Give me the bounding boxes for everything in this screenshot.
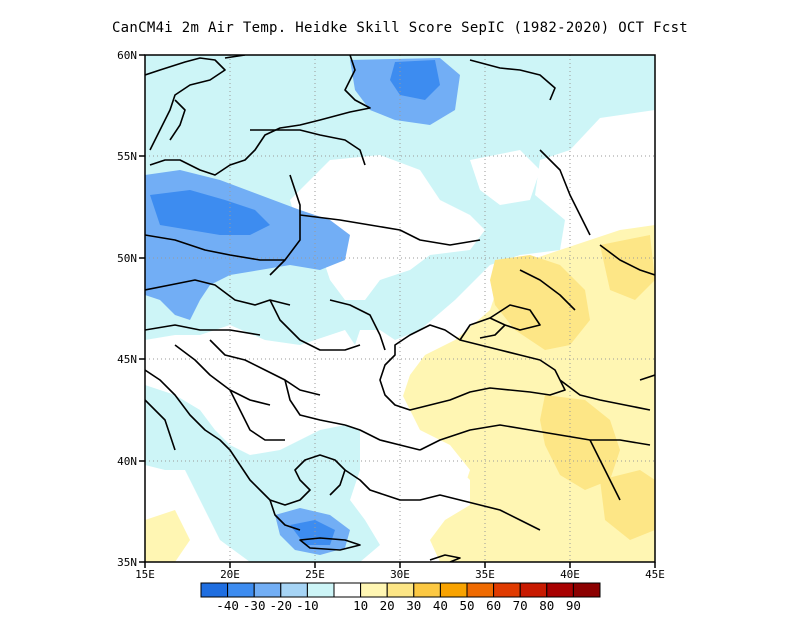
y-axis-labels: 60N 55N 50N 45N 40N 35N — [117, 49, 137, 569]
colorbar-label: 30 — [406, 598, 421, 613]
colorbar-swatch — [519, 582, 548, 598]
field-yellow-caucasus — [540, 395, 620, 490]
field-white-balkans — [170, 340, 365, 430]
y-tick-label: 45N — [117, 353, 137, 366]
colorbar-swatch — [546, 582, 574, 598]
field-light-yellow-sw — [145, 510, 190, 562]
x-tick-label: 40E — [560, 568, 580, 581]
colorbar-swatch — [466, 582, 495, 598]
x-tick-label: 45E — [645, 568, 665, 581]
x-tick-label: 30E — [390, 568, 410, 581]
colorbar-swatch — [413, 582, 441, 598]
colorbar-swatch — [439, 582, 468, 598]
field-white-east — [470, 150, 540, 205]
colorbar-swatch — [333, 582, 362, 598]
colorbar-swatch — [360, 582, 388, 598]
colorbar-swatch — [386, 582, 415, 598]
coastlines-and-borders — [145, 55, 655, 562]
x-tick-label: 25E — [305, 568, 325, 581]
colorbar-label: 80 — [539, 598, 554, 613]
colorbar-swatch — [227, 582, 255, 598]
colorbar-label: -20 — [270, 598, 293, 613]
colorbar-label: -30 — [243, 598, 266, 613]
colorbar-label: 60 — [486, 598, 501, 613]
y-tick-label: 35N — [117, 556, 137, 569]
colorbar-swatch — [280, 582, 308, 598]
x-tick-label: 35E — [475, 568, 495, 581]
colorbar-label: 90 — [566, 598, 581, 613]
tick-marks — [139, 54, 656, 568]
skill-score-shading — [145, 55, 655, 562]
colorbar-swatch — [200, 582, 229, 598]
colorbar-label: 10 — [353, 598, 368, 613]
field-yellow-east-edge — [600, 235, 655, 300]
y-tick-label: 50N — [117, 252, 137, 265]
colorbar-label: 40 — [433, 598, 448, 613]
y-tick-label: 60N — [117, 49, 137, 62]
field-yellow-ukraine-east — [490, 255, 590, 350]
colorbar-swatch — [572, 582, 601, 598]
x-tick-label: 20E — [220, 568, 240, 581]
map-title: CanCM4i 2m Air Temp. Heidke Skill Score … — [111, 20, 689, 36]
colorbar: -40 -30 -20 -10 10 20 30 40 50 60 70 80 90 — [200, 582, 601, 613]
colorbar-swatch — [493, 582, 521, 598]
x-axis-labels: 15E 20E 25E 30E 35E 40E 45E — [135, 568, 665, 581]
y-tick-label: 55N — [117, 150, 137, 163]
map-gridlines — [145, 55, 655, 562]
field-dark-blue-poland — [150, 190, 270, 235]
colorbar-swatch — [306, 582, 335, 598]
y-tick-label: 40N — [117, 455, 137, 468]
colorbar-label: 20 — [380, 598, 395, 613]
x-tick-label: 15E — [135, 568, 155, 581]
colorbar-label: -10 — [296, 598, 319, 613]
field-white-anatolia — [360, 390, 470, 525]
colorbar-swatch — [253, 582, 282, 598]
field-dark-blue-baltic — [390, 60, 440, 100]
colorbar-label: 50 — [459, 598, 474, 613]
colorbar-label: -40 — [216, 598, 239, 613]
colorbar-label: 70 — [513, 598, 528, 613]
